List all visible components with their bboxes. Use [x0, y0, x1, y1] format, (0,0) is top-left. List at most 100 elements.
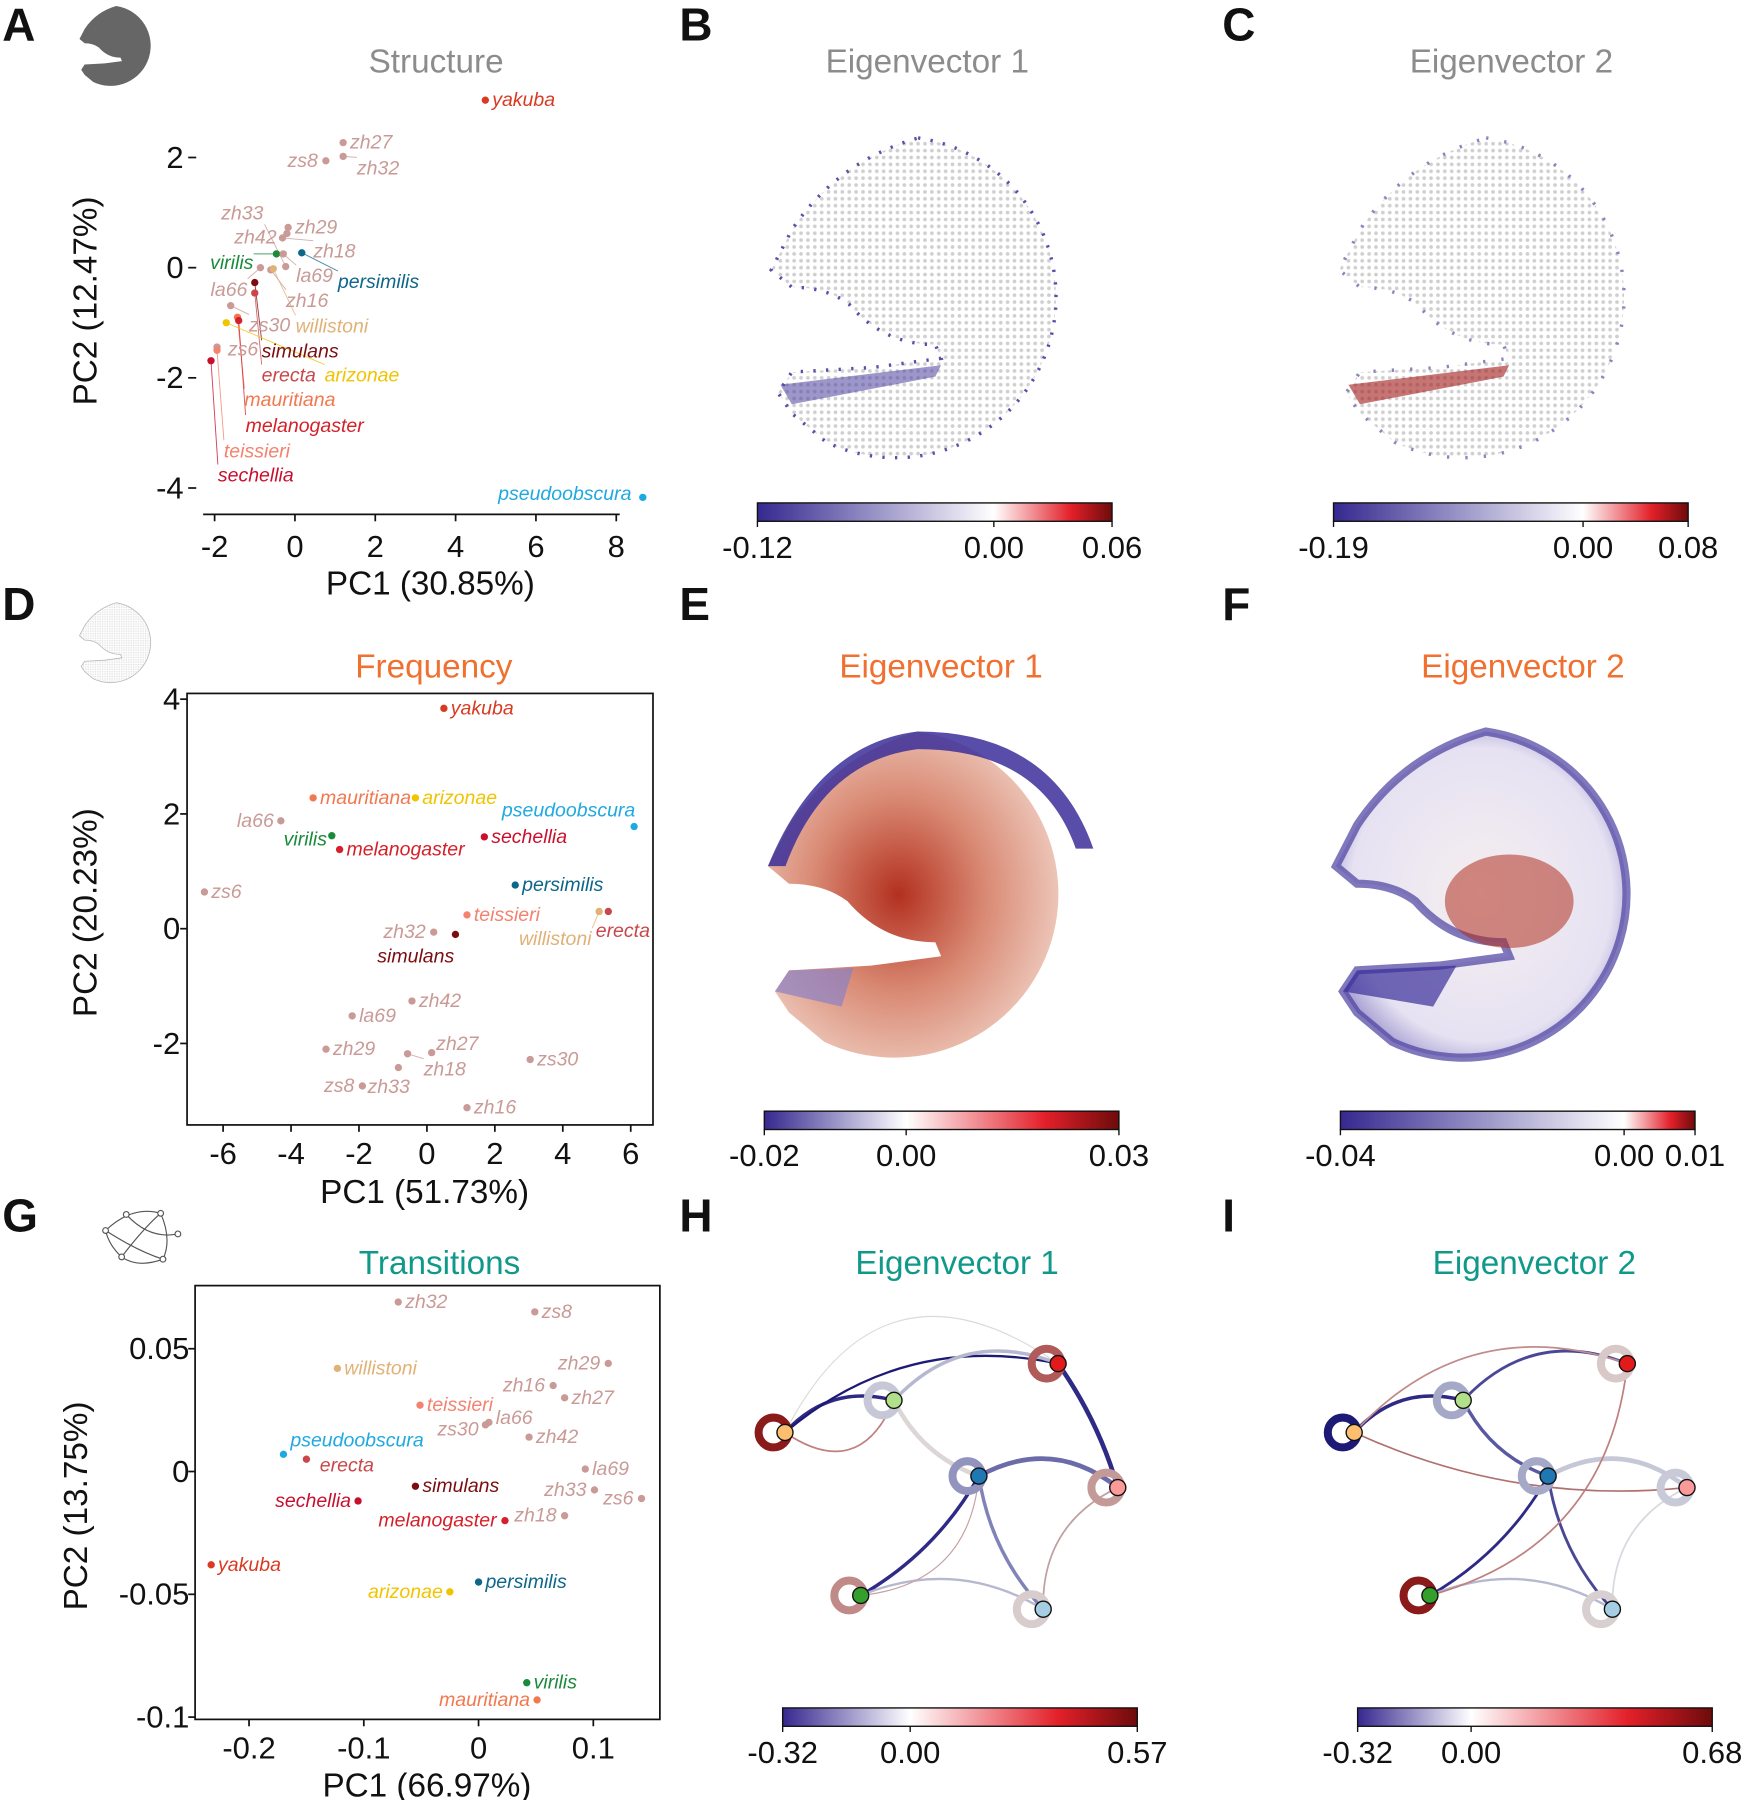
- point-label-zh27: zh27: [435, 1033, 479, 1055]
- point-label-mauritiana: mauritiana: [320, 787, 411, 809]
- data-point-zh33: [590, 1486, 599, 1494]
- y-tick-label: -2: [156, 360, 184, 395]
- point-label-melanogaster: melanogaster: [346, 839, 466, 861]
- colorbar-gradient: [1356, 1707, 1713, 1727]
- transition-edge: [1353, 1346, 1628, 1434]
- point-label-melanogaster: melanogaster: [246, 415, 366, 437]
- data-point-zh18: [278, 234, 287, 242]
- point-label-zs8: zs8: [323, 1075, 355, 1097]
- x-tick-label: -0.1: [337, 1730, 390, 1765]
- data-point-zs6: [637, 1494, 646, 1503]
- data-point-willistoni: [269, 265, 277, 273]
- x-tick-label: -2: [201, 529, 229, 564]
- arena-frequency-icon: [79, 602, 152, 684]
- panel-letter-f: F: [1222, 578, 1250, 630]
- label-leader-line: [238, 320, 247, 416]
- transition-edge: [784, 1354, 1059, 1434]
- panel-letter-h: H: [679, 1190, 712, 1242]
- data-point-zs30: [481, 1421, 490, 1429]
- colorbar-gradient: [1339, 1110, 1696, 1131]
- colorbar-label: 0.08: [1658, 530, 1718, 565]
- point-label-zs6: zs6: [210, 881, 242, 903]
- data-point-zh29: [322, 1045, 330, 1053]
- point-label-zs30: zs30: [536, 1049, 578, 1071]
- colorbar-label: 0.03: [1089, 1138, 1149, 1173]
- colorbar-label: -0.02: [729, 1138, 800, 1173]
- x-tick-label: 0: [470, 1730, 487, 1765]
- behavior-node: [1049, 1354, 1067, 1373]
- point-label-willistoni: willistoni: [519, 928, 592, 950]
- data-point-sechellia: [480, 833, 488, 841]
- point-label-zh33: zh33: [543, 1479, 586, 1501]
- data-point-zh16: [549, 1381, 557, 1390]
- point-label-sechellia: sechellia: [218, 465, 294, 487]
- point-label-la69: la69: [296, 265, 333, 287]
- point-label-zh29: zh29: [294, 216, 337, 238]
- transition-edge: [1429, 1475, 1550, 1597]
- y-tick-label: -2: [153, 1026, 181, 1061]
- point-label-zh29: zh29: [332, 1038, 375, 1060]
- data-point-zs8: [322, 157, 330, 165]
- plot-frame: [194, 1284, 661, 1721]
- colorbar-h: -0.32 0.00 0.57: [747, 1707, 1167, 1770]
- network-transitions-icon: [102, 1209, 182, 1264]
- data-point-zh32: [430, 928, 438, 936]
- plot-frame: [186, 692, 654, 1126]
- data-point-zh27: [427, 1048, 436, 1057]
- point-label-zh32: zh32: [404, 1291, 447, 1313]
- colorbar-label: -0.32: [747, 1735, 818, 1770]
- point-label-zh18: zh18: [312, 241, 355, 263]
- title-b: Eigenvector 1: [826, 44, 1029, 81]
- point-label-teissieri: teissieri: [474, 904, 541, 926]
- y-axis-label-d: PC2 (20.23%): [67, 808, 104, 1017]
- y-tick-label: 2: [163, 796, 180, 831]
- point-label-zh32: zh32: [382, 921, 425, 943]
- transition-edge: [1429, 1363, 1629, 1597]
- data-point-yakuba: [481, 96, 489, 104]
- behavior-node: [776, 1423, 794, 1442]
- label-leader-line: [216, 350, 225, 441]
- point-label-virilis: virilis: [284, 829, 328, 851]
- title-structure: Structure: [369, 44, 504, 81]
- arm-loading-region: [774, 967, 854, 1007]
- data-point-sechellia: [207, 357, 215, 365]
- colorbar-label: 0.57: [1107, 1735, 1167, 1770]
- colorbar-label: -0.12: [722, 530, 793, 565]
- data-point-teissieri: [416, 1401, 424, 1409]
- behavior-node: [1678, 1478, 1696, 1497]
- label-leader-line: [301, 252, 339, 272]
- x-tick-label: 0: [286, 529, 303, 564]
- data-point-la69: [348, 1012, 356, 1020]
- x-tick-label: 2: [367, 529, 384, 564]
- title-transitions: Transitions: [359, 1245, 520, 1282]
- x-tick-label: 4: [447, 529, 464, 564]
- colorbar-label: 0.00: [880, 1735, 940, 1770]
- point-label-willistoni: willistoni: [296, 315, 369, 337]
- point-label-virilis: virilis: [534, 1672, 578, 1694]
- panel-letter-d: D: [2, 578, 35, 630]
- point-label-teissieri: teissieri: [427, 1394, 494, 1416]
- panel-letter-b: B: [679, 0, 712, 50]
- scatter-plot-d: -6 -4 -2 0 2 4 6 4 2 0 -2 yakuba mauritiana arizonae l…: [153, 681, 654, 1171]
- data-point-erecta: [302, 1455, 311, 1463]
- point-label-la66: la66: [496, 1407, 533, 1429]
- title-f: Eigenvector 2: [1421, 648, 1624, 685]
- label-leader-line: [264, 224, 287, 267]
- data-point-persimilis: [474, 1578, 483, 1586]
- point-label-la66: la66: [211, 279, 248, 301]
- point-label-pseudoobscura: pseudoobscura: [501, 800, 636, 822]
- point-label-arizonae: arizonae: [368, 1581, 443, 1603]
- point-label-la69: la69: [592, 1458, 629, 1480]
- colorbar-f: -0.04 0.00 0.01: [1305, 1110, 1725, 1173]
- eigenvector-map-b: [769, 136, 1058, 460]
- data-point-zh42: [525, 1433, 533, 1441]
- point-label-yakuba: yakuba: [449, 697, 514, 719]
- colorbar-i: -0.32 0.00 0.68: [1322, 1707, 1742, 1770]
- point-label-sechellia: sechellia: [275, 1490, 351, 1512]
- y-tick-label: 0: [172, 1454, 189, 1489]
- x-tick-label: -4: [277, 1136, 305, 1171]
- point-label-zh18: zh18: [513, 1505, 556, 1527]
- point-label-simulans: simulans: [262, 340, 339, 362]
- point-label-yakuba: yakuba: [216, 1554, 281, 1576]
